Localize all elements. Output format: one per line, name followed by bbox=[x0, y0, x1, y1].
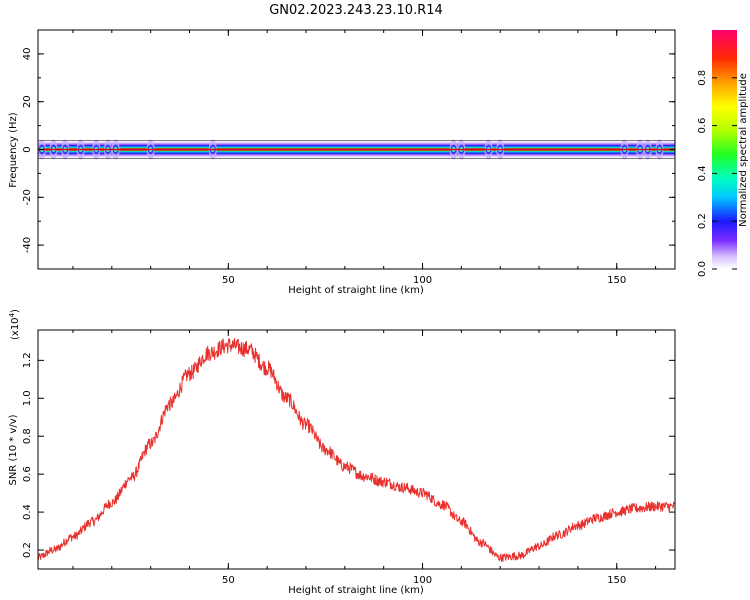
y-tick-label: 20 bbox=[22, 95, 33, 108]
snr-multiplier-base: (x10 bbox=[10, 317, 21, 340]
snr-xlabel: Height of straight line (km) bbox=[288, 585, 424, 596]
colorbar: 0.0 0.2 0.4 0.6 0.8 Normalized spectral ampl… bbox=[697, 30, 749, 277]
x-tick-label: 150 bbox=[607, 275, 626, 286]
y-tick-label: 0 bbox=[22, 146, 33, 152]
colorbar-tick-label: 0.2 bbox=[697, 213, 708, 229]
colorbar-tick-label: 0.8 bbox=[697, 70, 708, 86]
y-tick-label: 0.2 bbox=[22, 542, 33, 558]
snr-ylabel: SNR (10 * v/v) bbox=[8, 414, 19, 485]
x-tick-label: 100 bbox=[413, 575, 432, 586]
snr-multiplier-exp: 4 bbox=[8, 312, 16, 317]
spectrogram-ylabel: Frequency (Hz) bbox=[8, 112, 19, 188]
x-tick-label: 50 bbox=[222, 575, 235, 586]
x-tick-label: 100 bbox=[413, 275, 432, 286]
colorbar-tick-label: 0.0 bbox=[697, 261, 708, 277]
y-tick-label: 0.8 bbox=[22, 428, 33, 444]
y-tick-label: -40 bbox=[22, 237, 33, 253]
y-tick-label: 40 bbox=[22, 48, 33, 61]
y-tick-label: 0.6 bbox=[22, 466, 33, 482]
snr-frame bbox=[37, 329, 676, 570]
colorbar-gradient bbox=[712, 30, 737, 269]
colorbar-tick-label: 0.6 bbox=[697, 118, 708, 134]
snr-multiplier: (x104) bbox=[8, 309, 21, 340]
spectrogram-panel: 50 100 150 -40 -20 0 20 40 Height of straight l… bbox=[8, 29, 676, 296]
y-tick-label: 1.2 bbox=[22, 352, 33, 368]
snr-multiplier-close: ) bbox=[10, 309, 21, 313]
x-tick-label: 50 bbox=[222, 275, 235, 286]
x-tick-label: 150 bbox=[607, 575, 626, 586]
colorbar-label: Normalized spectral amplitude bbox=[738, 73, 749, 227]
y-tick-label: 1.0 bbox=[22, 390, 33, 406]
spectrogram-xlabel: Height of straight line (km) bbox=[288, 285, 424, 296]
snr-series-line bbox=[38, 337, 675, 563]
colorbar-tick-label: 0.4 bbox=[697, 165, 708, 181]
figure-title: GN02.2023.243.23.10.R14 bbox=[269, 3, 443, 18]
snr-panel: 50 100 150 0.2 0.4 0.6 0.8 1.0 1.2 Height of str… bbox=[8, 309, 676, 596]
y-tick-label: -20 bbox=[22, 189, 33, 205]
y-tick-label: 0.4 bbox=[22, 504, 33, 520]
